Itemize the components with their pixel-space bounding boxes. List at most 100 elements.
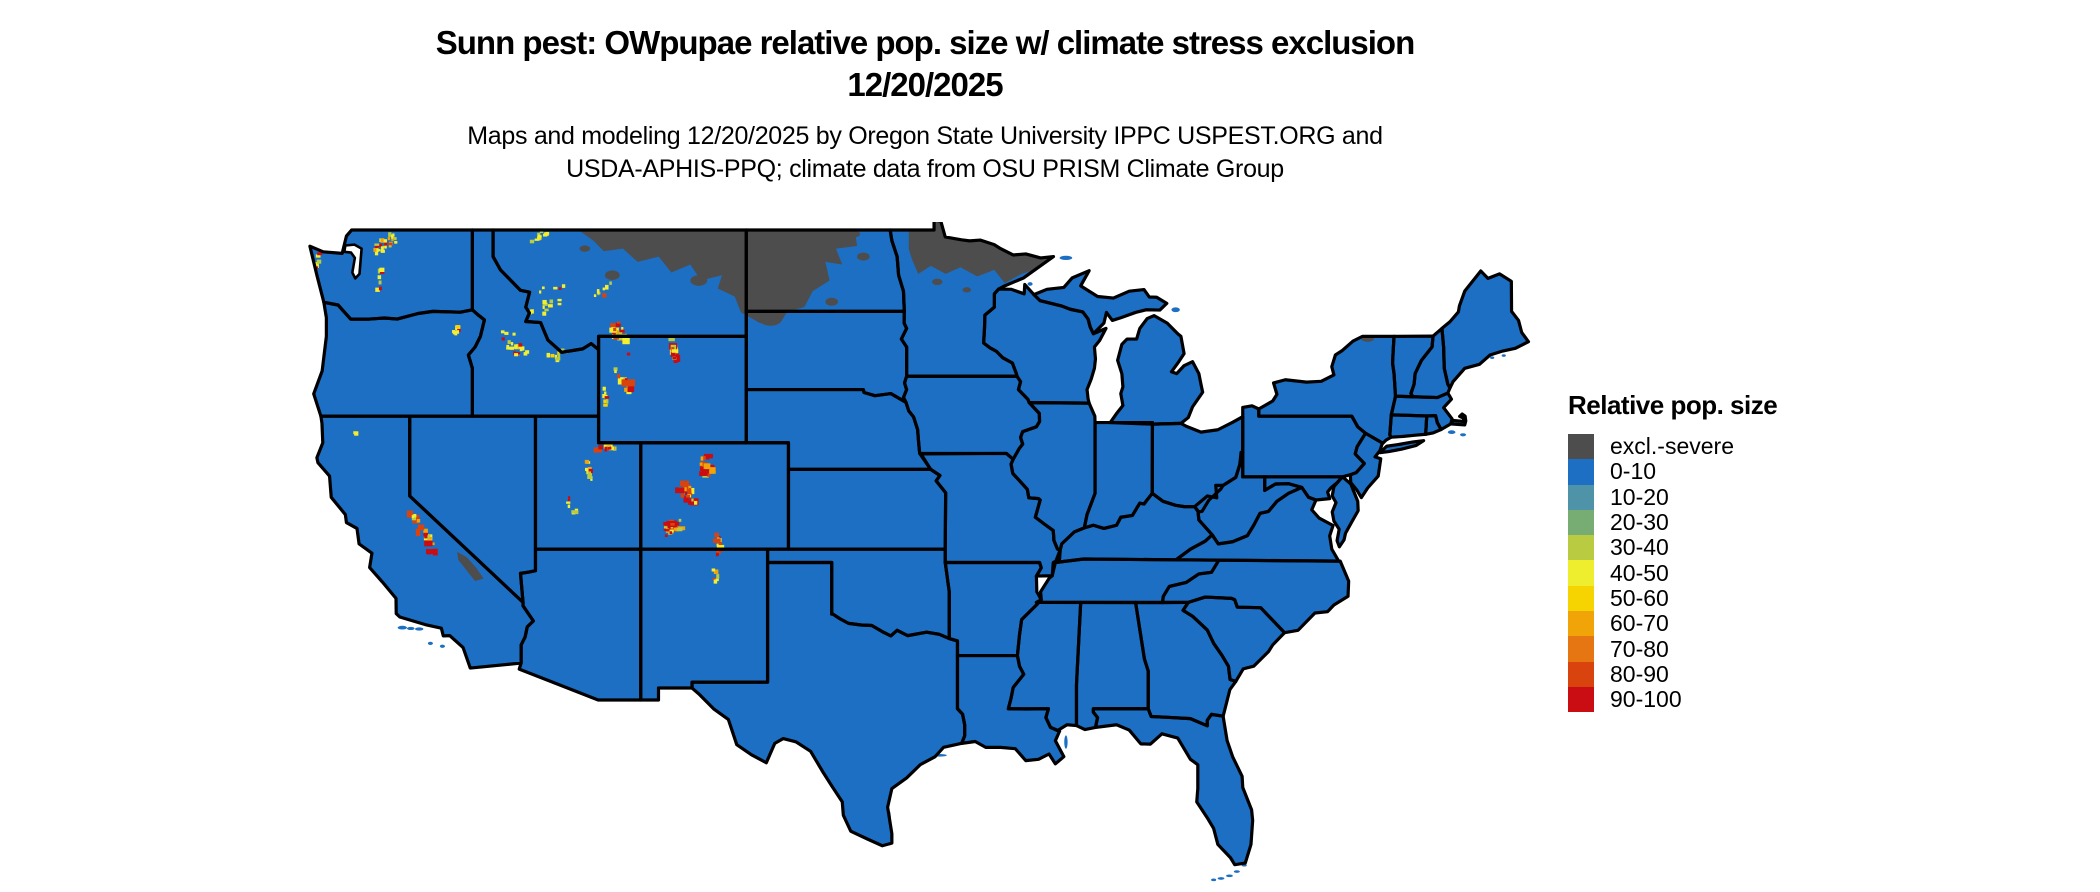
hotspot-dot [554,354,558,360]
exclusion-blob [931,278,943,286]
legend-item-0-10: 0-10 [1568,458,1777,485]
hotspot-dot [683,481,689,486]
hotspot-dot [514,344,518,349]
hotspot-dot [555,357,561,361]
hotspot-dot [707,472,711,477]
hotspot-dot [617,321,621,324]
hotspot-dot [716,549,721,554]
exclusion-blob [759,315,782,326]
hotspot-dot [380,246,384,251]
hotspot-dot [673,527,677,531]
hotspot-dot [423,528,428,534]
hotspot-dot [626,390,632,395]
hotspot-dot [700,456,704,461]
hotspot-dot [701,455,706,461]
hotspots [315,228,725,584]
state-border-wi [984,285,1106,404]
hotspot-dot [709,467,716,474]
state-nj [1350,433,1383,498]
hotspot-dot [610,323,620,328]
state-border-me [1442,271,1529,388]
hotspot-mt-little-belt [593,281,612,298]
hotspot-dot [574,510,579,515]
state-ky [1055,493,1213,563]
hotspot-dot [432,548,438,556]
legend-swatch [1568,686,1594,713]
legend-swatch [1568,459,1594,485]
hotspot-dot [558,287,562,290]
legend-item-30-40: 30-40 [1568,534,1777,561]
legend-swatch [1568,636,1594,662]
hotspot-dot [604,391,607,395]
legend-title: Relative pop. size [1568,390,1778,420]
island [1233,870,1240,873]
legend-label: 10-20 [1610,483,1669,510]
hotspot-dot [571,510,576,514]
hotspot-dot [506,346,511,350]
hotspot-dot [557,298,562,302]
hotspot-dot [613,327,617,332]
state-vt [1392,336,1434,397]
exclusion-blob [690,275,708,286]
exclusion-blob [857,252,870,261]
legend-label: 80-90 [1610,660,1669,687]
legend-item-excl-severe: excl.-severe [1568,433,1777,460]
hotspot-dot [694,500,698,505]
legend-item-80-90: 80-90 [1568,660,1777,687]
hotspot-olympic-coast [315,252,323,270]
hotspot-dot [315,264,320,269]
state-az [519,549,641,701]
hotspot-nm-sangre [711,568,720,584]
state-ks [788,469,946,550]
legend: Relative pop. size excl.-severe 0-10 10-20… [1568,390,1778,713]
hotspot-dot [602,293,607,298]
hotspot-dot [669,529,674,533]
hotspot-blue-mountains [452,325,461,336]
state-ok [767,549,950,639]
hotspot-dot [603,399,607,404]
hotspot-dot [614,370,617,374]
hotspot-dot [673,521,679,525]
hotspot-dot [617,373,621,379]
hotspot-dot [678,518,682,522]
hotspot-dot [682,484,691,492]
state-pa [1242,405,1366,477]
hotspot-dot [703,463,711,469]
hotspot-dot [416,519,421,523]
hotspot-dot [415,528,421,537]
hotspot-dot [663,521,673,526]
hotspot-sierra-nevada [406,510,438,556]
hotspot-dot [713,569,719,575]
hotspot-dot [315,254,321,258]
hotspot-dot [567,496,571,501]
hotspot-colorado-front [699,453,716,478]
hotspot-dot [713,579,718,584]
hotspot-dot [412,514,417,518]
hotspot-dot [604,396,610,399]
hotspot-dot [609,281,612,285]
hotspot-dot [316,259,322,264]
hotspot-dot [518,343,523,347]
hotspot-dot [534,238,540,241]
hotspot-dot [418,524,421,528]
hotspot-wasatch [584,459,593,481]
hotspot-dot [715,552,719,557]
hotspot-uinta [593,444,617,453]
island [397,625,407,630]
hotspot-dot [544,308,549,312]
island [1211,878,1217,882]
island [1027,282,1033,286]
state-mi-upper [1033,270,1167,334]
map-subtitle: Maps and modeling 12/20/2025 by Oregon S… [0,120,1850,186]
hotspot-dot [567,504,571,509]
state-nc [1162,560,1349,633]
hotspot-dot [537,232,541,236]
exclusion-blob [962,287,971,293]
island [427,641,433,645]
island [1226,874,1233,878]
hotspot-dot [537,235,542,239]
hotspot-dot [561,284,566,288]
hotspot-dot [394,241,398,244]
state-mo [920,453,1061,577]
hotspot-dot [626,352,631,356]
